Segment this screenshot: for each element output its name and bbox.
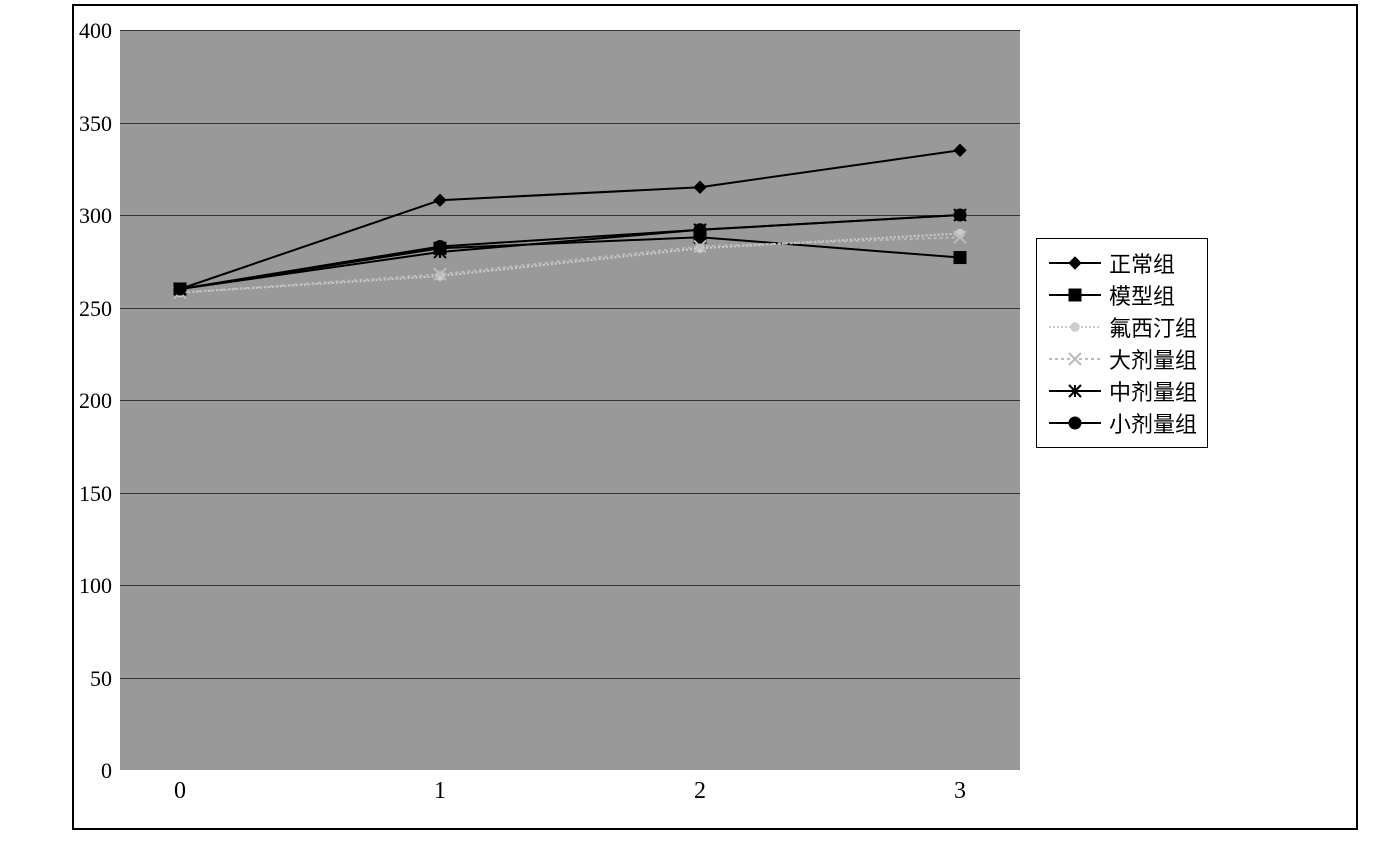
legend-swatch — [1047, 283, 1103, 307]
legend-label: 中剂量组 — [1109, 375, 1197, 407]
y-axis-tick-label: 100 — [52, 573, 112, 599]
legend-label: 氟西汀组 — [1109, 311, 1197, 343]
x-axis-tick-label: 3 — [940, 778, 980, 805]
series-line — [180, 215, 960, 289]
legend-item: 正常组 — [1047, 247, 1197, 279]
legend-label: 模型组 — [1109, 279, 1175, 311]
legend-swatch — [1047, 379, 1103, 403]
x-axis-tick-label: 1 — [420, 778, 460, 805]
legend-swatch — [1047, 315, 1103, 339]
legend-item: 中剂量组 — [1047, 375, 1197, 407]
legend-swatch — [1047, 251, 1103, 275]
x-axis-tick-label: 0 — [160, 778, 200, 805]
legend-swatch — [1047, 347, 1103, 371]
y-axis-tick-label: 400 — [52, 18, 112, 44]
legend-label: 正常组 — [1109, 247, 1175, 279]
y-axis-tick-label: 250 — [52, 296, 112, 322]
y-axis-tick-label: 300 — [52, 203, 112, 229]
legend-item: 大剂量组 — [1047, 343, 1197, 375]
y-axis-tick-label: 0 — [52, 758, 112, 784]
x-axis-tick-label: 2 — [680, 778, 720, 805]
legend-label: 大剂量组 — [1109, 343, 1197, 375]
legend-item: 小剂量组 — [1047, 407, 1197, 439]
legend-box: 正常组模型组氟西汀组大剂量组中剂量组小剂量组 — [1036, 238, 1208, 448]
y-axis-tick-label: 200 — [52, 388, 112, 414]
y-axis-tick-label: 350 — [52, 111, 112, 137]
y-axis-tick-label: 150 — [52, 481, 112, 507]
legend-swatch — [1047, 411, 1103, 435]
legend-label: 小剂量组 — [1109, 407, 1197, 439]
series-line — [180, 237, 960, 289]
series-line — [180, 215, 960, 289]
legend-item: 模型组 — [1047, 279, 1197, 311]
legend-item: 氟西汀组 — [1047, 311, 1197, 343]
y-axis-tick-label: 50 — [52, 666, 112, 692]
series-line — [180, 150, 960, 289]
